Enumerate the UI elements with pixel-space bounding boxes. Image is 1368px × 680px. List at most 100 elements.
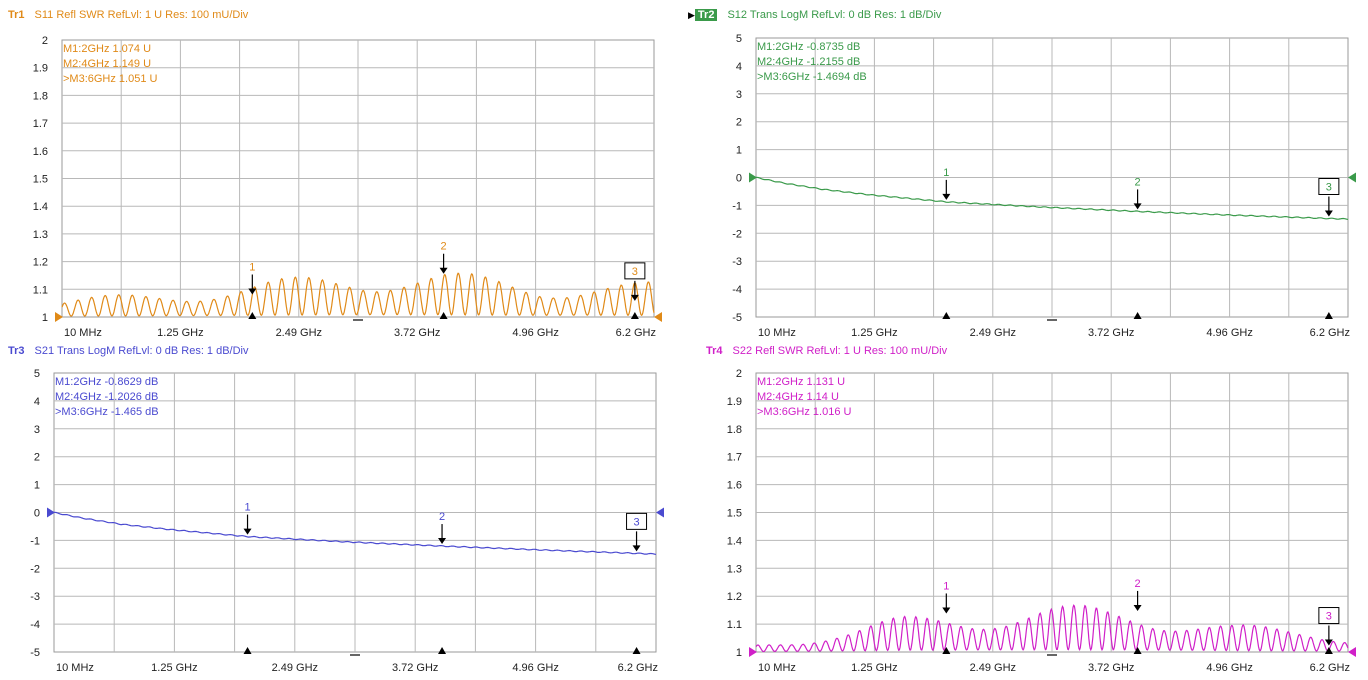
ref-level-right-icon bbox=[1348, 172, 1356, 183]
y-tick-label: 1.6 bbox=[33, 146, 48, 158]
trace-header-tr3[interactable]: Tr3 S21 Trans LogM RefLvl: 0 dB Res: 1 dB… bbox=[8, 345, 249, 357]
y-tick-label: 1.5 bbox=[727, 508, 742, 520]
x-tick-label: 1.25 GHz bbox=[157, 327, 203, 339]
trace-id-tr2[interactable]: Tr2 bbox=[694, 9, 718, 21]
marker-arrow-head-icon bbox=[243, 528, 252, 535]
x-tick-label: 4.96 GHz bbox=[512, 327, 558, 339]
trace-id-tr3[interactable]: Tr3 bbox=[8, 345, 25, 357]
marker-arrow-head-icon bbox=[1133, 604, 1142, 611]
y-tick-label: 1.6 bbox=[727, 480, 742, 492]
x-tick-label: 10 MHz bbox=[64, 327, 102, 339]
y-tick-label: 1.7 bbox=[33, 118, 48, 130]
marker-arrow-head-icon bbox=[942, 607, 951, 614]
active-marker-box bbox=[626, 512, 648, 530]
y-tick-label: 1.1 bbox=[727, 619, 742, 631]
y-tick-label: 1.9 bbox=[33, 63, 48, 75]
marker-arrow-head-icon bbox=[1324, 639, 1333, 646]
marker-label: 2 bbox=[441, 241, 447, 253]
marker-label: 2 bbox=[1135, 578, 1141, 590]
y-tick-label: 0 bbox=[34, 508, 40, 520]
marker-readout-2: M2:4GHz 1.149 U bbox=[63, 58, 151, 70]
trace-header-tr2[interactable]: ▶ Tr2 S12 Trans LogM RefLvl: 0 dB Res: 1 d… bbox=[688, 9, 941, 21]
x-tick-label: 4.96 GHz bbox=[512, 662, 558, 674]
x-tick-label: 3.72 GHz bbox=[392, 662, 438, 674]
y-tick-label: 2 bbox=[736, 368, 742, 380]
y-tick-label: 1.8 bbox=[33, 90, 48, 102]
x-tick-label: 4.96 GHz bbox=[1206, 327, 1252, 339]
marker-axis-triangle-icon bbox=[1324, 312, 1333, 319]
y-tick-label: 3 bbox=[34, 424, 40, 436]
marker-label: 3 bbox=[632, 266, 638, 278]
y-tick-label: 0 bbox=[736, 173, 742, 185]
y-tick-label: 2 bbox=[736, 117, 742, 129]
chart-svg-tr4[interactable]: 2 1.9 1.8 1.7 1.6 1.5 1.4 1.3 1.2 1.1 1 10 MHz 1.25 … bbox=[684, 340, 1368, 680]
grid-tr1 bbox=[61, 39, 655, 318]
y-tick-label: -1 bbox=[30, 535, 40, 547]
marker-label: 1 bbox=[943, 580, 949, 592]
trace-line-tr2 bbox=[756, 176, 1349, 220]
y-tick-label: 5 bbox=[34, 368, 40, 380]
active-marker-box bbox=[1318, 177, 1340, 195]
y-tick-label: -5 bbox=[732, 312, 742, 324]
marker-arrow-head-icon bbox=[1324, 210, 1333, 217]
active-marker-box bbox=[1318, 607, 1340, 625]
trace-header-tr1[interactable]: Tr1 S11 Refl SWR RefLvl: 1 U Res: 100 mU/… bbox=[8, 9, 248, 21]
y-tick-label: 1.4 bbox=[33, 201, 48, 213]
y-tick-label: 1.1 bbox=[33, 284, 48, 296]
marker-arrow-head-icon bbox=[248, 288, 257, 295]
y-tick-label: 1.7 bbox=[727, 452, 742, 464]
y-tick-label: -2 bbox=[732, 228, 742, 240]
x-tick-label: 6.2 GHz bbox=[618, 662, 658, 674]
marker-axis-triangle-icon bbox=[438, 647, 447, 654]
trace-panel-tr4: Tr4 S22 Refl SWR RefLvl: 1 U Res: 100 mU/… bbox=[684, 340, 1368, 680]
x-tick-label: 10 MHz bbox=[758, 662, 796, 674]
marker-readout-1: M1:2GHz -0.8629 dB bbox=[55, 376, 158, 388]
marker-axis-triangle-icon bbox=[1133, 647, 1142, 654]
chart-svg-tr2[interactable]: 5 4 3 2 1 0 -1 -2 -3 -4 -5 10 MHz 1.25 GHz 2.49 GHz 3.… bbox=[684, 0, 1368, 340]
trace-panel-tr2: ▶ Tr2 S12 Trans LogM RefLvl: 0 dB Res: 1 d… bbox=[684, 0, 1368, 340]
marker-axis-triangle-icon bbox=[630, 312, 639, 319]
marker-readout-2: M2:4GHz -1.2155 dB bbox=[757, 56, 860, 68]
y-tick-label: 3 bbox=[736, 89, 742, 101]
chart-svg-tr3[interactable]: 5 4 3 2 1 0 -1 -2 -3 -4 -5 10 MHz 1.25 GHz 2.49 GHz 3.… bbox=[0, 340, 684, 680]
marker-readout-1: M1:2GHz 1.131 U bbox=[757, 376, 845, 388]
marker-label: 1 bbox=[249, 262, 255, 274]
marker-readout-3: >M3:6GHz -1.465 dB bbox=[55, 406, 159, 418]
marker-readout-2: M2:4GHz 1.14 U bbox=[757, 391, 839, 403]
y-tick-label: 1.3 bbox=[727, 563, 742, 575]
trace-id-tr4[interactable]: Tr4 bbox=[706, 345, 723, 357]
active-marker-box bbox=[624, 262, 646, 280]
x-tick-label: 3.72 GHz bbox=[1088, 662, 1134, 674]
x-tick-label: 2.49 GHz bbox=[276, 327, 322, 339]
y-tick-label: 1.8 bbox=[727, 424, 742, 436]
y-tick-label: 4 bbox=[736, 61, 742, 73]
trace-id-tr1[interactable]: Tr1 bbox=[8, 9, 25, 21]
chart-svg-tr1[interactable]: 2 1.9 1.8 1.7 1.6 1.5 1.4 1.3 1.2 1.1 1 10 MHz 1.25 … bbox=[0, 0, 684, 340]
ref-level-right-icon bbox=[656, 507, 664, 518]
grid-tr4 bbox=[755, 372, 1349, 653]
ref-level-right-icon bbox=[654, 312, 662, 322]
y-tick-label: 1 bbox=[736, 647, 742, 659]
y-tick-label: 4 bbox=[34, 396, 40, 408]
marker-readout-1: M1:2GHz 1.074 U bbox=[63, 43, 151, 55]
x-tick-label: 10 MHz bbox=[56, 662, 94, 674]
marker-label: 1 bbox=[943, 167, 949, 179]
marker-axis-triangle-icon bbox=[942, 647, 951, 654]
trace-panel-tr1: Tr1 S11 Refl SWR RefLvl: 1 U Res: 100 mU/… bbox=[0, 0, 684, 340]
trace-header-tr4[interactable]: Tr4 S22 Refl SWR RefLvl: 1 U Res: 100 mU/… bbox=[706, 345, 947, 357]
x-tick-label: 1.25 GHz bbox=[151, 662, 197, 674]
y-tick-label: -2 bbox=[30, 563, 40, 575]
ref-level-left-icon bbox=[55, 312, 63, 322]
marker-readout-3: >M3:6GHz 1.051 U bbox=[63, 73, 158, 85]
marker-axis-triangle-icon bbox=[439, 312, 448, 319]
marker-axis-triangle-icon bbox=[1133, 312, 1142, 319]
x-tick-label: 1.25 GHz bbox=[851, 662, 897, 674]
trace-header-text-tr3: S21 Trans LogM RefLvl: 0 dB Res: 1 dB/Di… bbox=[34, 345, 249, 357]
y-tick-label: 1.3 bbox=[33, 229, 48, 241]
y-tick-label: 1.2 bbox=[727, 591, 742, 603]
x-tick-label: 3.72 GHz bbox=[1088, 327, 1134, 339]
y-tick-label: -1 bbox=[732, 200, 742, 212]
marker-label: 2 bbox=[439, 511, 445, 523]
ref-level-left-icon bbox=[749, 647, 757, 657]
marker-axis-triangle-icon bbox=[942, 312, 951, 319]
